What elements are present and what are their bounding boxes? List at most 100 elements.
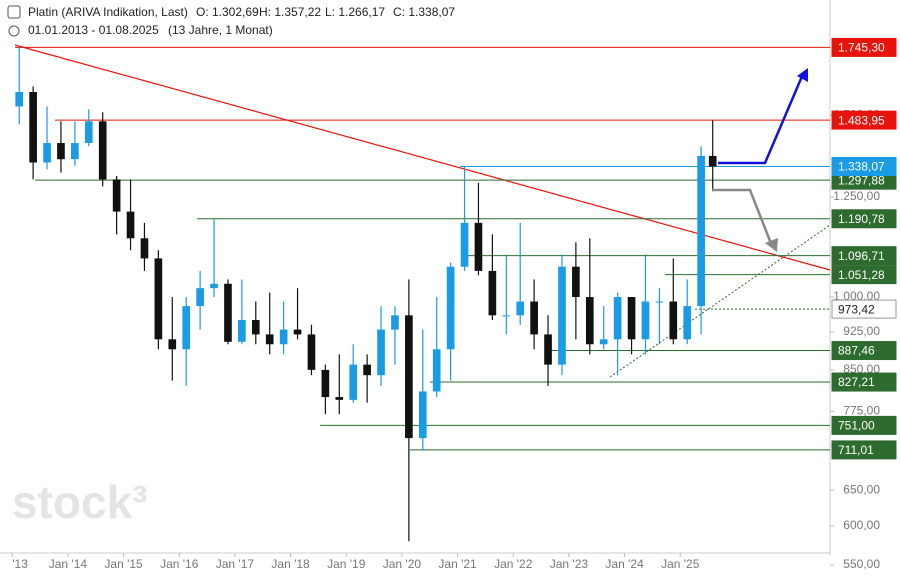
candle-body [196, 288, 204, 307]
level-box [831, 341, 897, 361]
candle-body [683, 306, 692, 340]
candle-body [363, 364, 371, 376]
y-tick-label: 650,00 [843, 482, 880, 496]
ohlc-low: L: 1.266,17 [325, 5, 385, 19]
trend-line [14, 44, 831, 271]
y-tick-label: 925,00 [843, 324, 880, 338]
header: Platin (ARIVA Indikation, Last) O: 1.302… [7, 5, 455, 37]
y-tick-label: 550,00 [843, 557, 880, 571]
candle-body [43, 143, 51, 163]
x-tick-label: Jan '21 [438, 557, 477, 571]
level-label: 1.338,07 [838, 160, 885, 174]
candle-body [210, 283, 218, 289]
candle-body [418, 391, 427, 439]
level-box [831, 246, 897, 266]
level-box [831, 209, 897, 229]
up-arrow [718, 73, 805, 165]
candle-body [599, 339, 608, 345]
level-box [831, 110, 897, 130]
level-label: 827,21 [838, 375, 875, 389]
level-label: 1.190,78 [838, 212, 885, 226]
candle-body [627, 297, 636, 340]
candle-body [112, 179, 121, 212]
candle-body [140, 238, 149, 259]
level-box [831, 265, 897, 285]
level-box [831, 37, 897, 57]
candle-body [516, 301, 525, 316]
candle-body [293, 329, 302, 335]
chart-icon [7, 5, 21, 19]
candle-body [460, 222, 469, 267]
candle-body [488, 270, 497, 316]
x-tick-label: Jan '14 [49, 557, 88, 571]
x-tick-label: Jan '24 [605, 557, 644, 571]
candle-body [71, 143, 79, 160]
candle-body [708, 155, 717, 167]
level-box [831, 415, 897, 435]
candle-body [182, 306, 191, 350]
candle-body [126, 211, 135, 239]
candle-body [585, 297, 594, 345]
level-label: 1.483,95 [838, 113, 885, 127]
candle-body [391, 315, 399, 330]
level-box [831, 372, 897, 392]
level-box [831, 156, 897, 176]
candle-body [238, 320, 246, 342]
candle-body [697, 155, 705, 307]
down-arrow [712, 188, 774, 247]
level-box [831, 299, 897, 319]
x-tick-label: Jan '17 [216, 557, 255, 571]
x-tick-label: Jan '16 [160, 557, 199, 571]
candle-body [29, 92, 37, 163]
candle-body [377, 329, 385, 376]
candle-body [15, 92, 24, 107]
chart-title: Platin (ARIVA Indikation, Last) [28, 5, 188, 19]
candle-body [446, 266, 455, 350]
x-tick-label: Jan '18 [271, 557, 310, 571]
arrow-head [797, 68, 808, 82]
candle-body [558, 266, 566, 365]
candle-body [168, 339, 177, 350]
level-label: 1.297,88 [838, 173, 885, 187]
arrow-head [765, 238, 778, 252]
candle-body [432, 349, 441, 392]
level-label: 1.745,30 [838, 41, 885, 55]
duration: (13 Jahre, 1 Monat) [168, 23, 273, 37]
ohlc-high: H: 1.357,22 [259, 5, 321, 19]
ohlc-close: C: 1.338,07 [393, 5, 455, 19]
y-tick-label: 850,00 [843, 362, 880, 376]
level-box [831, 440, 897, 460]
candle-body [57, 143, 65, 160]
candle-body [474, 222, 483, 271]
candle-body [572, 266, 580, 298]
candle-body [613, 297, 622, 340]
candle-body [251, 320, 260, 335]
candle-body [544, 334, 552, 365]
candle-body [502, 315, 511, 317]
x-tick-label: Jan '19 [327, 557, 366, 571]
support-line [609, 224, 831, 378]
x-tick-label: Jan '22 [494, 557, 533, 571]
candle-body [641, 301, 650, 340]
level-label: 711,01 [838, 443, 874, 457]
y-tick-label: 1.250,00 [833, 189, 880, 203]
level-label: 1.051,28 [838, 268, 885, 282]
x-tick-label: '13 [12, 557, 28, 571]
candle-body [307, 334, 316, 370]
x-tick-label: Jan '20 [383, 557, 422, 571]
candle-body [669, 301, 678, 340]
level-label: 973,42 [838, 302, 875, 316]
level-label: 1.096,71 [838, 249, 885, 263]
candle-body [405, 315, 413, 439]
candle-body [224, 283, 232, 342]
clock-icon [8, 25, 20, 37]
candle-body [655, 301, 664, 303]
candle-body [84, 121, 93, 144]
candle-body [265, 334, 274, 345]
x-tick-label: Jan '23 [550, 557, 589, 571]
ohlc-open: O: 1.302,69 [196, 5, 259, 19]
x-tick-label: Jan '25 [661, 557, 700, 571]
candle-body [98, 121, 107, 180]
candle-body [154, 258, 163, 340]
